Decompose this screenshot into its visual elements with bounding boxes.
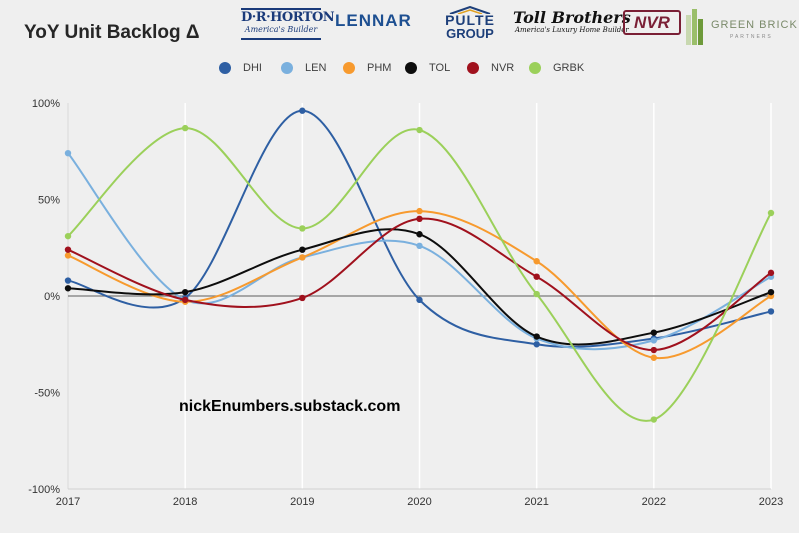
- data-point-grbk-2017: [64, 232, 72, 240]
- legend-label-tol: TOL: [429, 62, 451, 74]
- pulte-roof-icon: [449, 6, 491, 14]
- x-tick-label-2021: 2021: [524, 496, 548, 508]
- data-point-grbk-2019: [299, 225, 306, 232]
- lennar-logo: LENNAR: [335, 11, 412, 30]
- legend-item-phm: PHM: [343, 62, 391, 74]
- pulte-logo-line1: PULTE: [445, 12, 495, 28]
- legend-label-phm: PHM: [367, 62, 392, 74]
- x-tick-label-2023: 2023: [759, 496, 783, 508]
- chart-series: [64, 107, 775, 423]
- data-point-dhi-2017: [64, 277, 72, 284]
- x-tick-label-2019: 2019: [290, 496, 314, 508]
- data-point-tol-2019: [299, 246, 306, 253]
- data-point-tol-2018: [181, 288, 189, 296]
- data-point-phm-2019: [299, 254, 306, 261]
- drhorton-logo: D·R·HORTON America's Builder: [241, 8, 335, 40]
- data-point-len-2020: [416, 242, 423, 250]
- legend-item-nvr: NVR: [467, 62, 514, 74]
- series-tol: [64, 228, 775, 346]
- legend-label-grbk: GRBK: [553, 62, 585, 74]
- data-point-grbk-2020: [416, 126, 423, 134]
- data-point-len-2022: [650, 337, 658, 344]
- data-point-phm-2021: [533, 258, 540, 265]
- data-point-nvr-2022: [650, 346, 658, 354]
- data-point-dhi-2019: [299, 107, 306, 114]
- green-brick-logo-subtext: PARTNERS: [730, 34, 773, 40]
- legend-label-nvr: NVR: [491, 62, 515, 74]
- data-point-tol-2022: [650, 329, 658, 336]
- data-point-phm-2017: [64, 252, 72, 259]
- x-tick-label-2022: 2022: [642, 496, 666, 508]
- data-point-tol-2023: [767, 288, 775, 296]
- chart-axis-labels: 100% 50% 0% -50% -100%2017 2018 2019 2020 2021 20…: [28, 98, 783, 508]
- toll-logo-text: Toll Brothers: [513, 8, 631, 27]
- data-point-phm-2020: [416, 207, 423, 215]
- data-point-grbk-2021: [533, 290, 540, 298]
- green-brick-logo-text: GREEN BRICK: [711, 19, 798, 31]
- chart-legend: DHI LEN PHM TOL NVR GRBK: [0, 62, 799, 82]
- drhorton-logo-text: D·R·HORTON: [241, 10, 335, 25]
- data-point-len-2017: [64, 149, 72, 157]
- legend-marker-len: [281, 62, 293, 74]
- y-tick-label-1: 50%: [38, 195, 60, 207]
- data-point-nvr-2021: [533, 273, 540, 280]
- series-grbk: [64, 124, 775, 423]
- legend-item-dhi: DHI: [219, 62, 262, 74]
- data-point-dhi-2020: [416, 296, 423, 304]
- data-point-dhi-2023: [767, 308, 775, 315]
- series-nvr: [64, 215, 775, 354]
- data-point-grbk-2022: [650, 416, 658, 423]
- y-tick-label-0: 100%: [32, 98, 60, 110]
- data-point-nvr-2019: [299, 294, 306, 302]
- data-point-dhi-2021: [533, 341, 540, 348]
- legend-marker-nvr: [467, 62, 479, 74]
- nvr-logo: NVR: [623, 10, 681, 35]
- y-tick-label-4: -100%: [28, 484, 60, 496]
- legend-item-len: LEN: [281, 62, 326, 74]
- pulte-logo-line2: GROUP: [446, 26, 494, 41]
- legend-marker-tol: [405, 62, 417, 74]
- data-point-grbk-2018: [181, 124, 189, 132]
- data-point-nvr-2023: [767, 269, 775, 277]
- data-point-grbk-2023: [767, 209, 775, 217]
- legend-label-dhi: DHI: [243, 62, 262, 74]
- green-brick-bars-icon: [686, 9, 704, 45]
- legend-marker-phm: [343, 62, 355, 74]
- builder-logos: D·R·HORTON America's Builder LENNAR PULT…: [0, 0, 799, 50]
- legend-item-tol: TOL: [405, 62, 450, 74]
- watermark-text: nickEnumbers.substack.com: [179, 398, 401, 415]
- legend-label-len: LEN: [305, 62, 327, 74]
- pulte-logo: PULTE GROUP: [444, 6, 496, 40]
- legend-item-grbk: GRBK: [529, 62, 584, 74]
- drhorton-logo-tagline: America's Builder: [244, 25, 318, 34]
- data-point-phm-2022: [650, 354, 658, 361]
- x-tick-label-2017: 2017: [56, 496, 80, 508]
- y-tick-label-3: -50%: [34, 388, 60, 400]
- x-tick-label-2018: 2018: [173, 496, 197, 508]
- data-point-tol-2020: [416, 231, 423, 238]
- data-point-tol-2021: [533, 333, 540, 340]
- data-point-nvr-2020: [416, 215, 423, 222]
- legend-marker-dhi: [219, 62, 231, 74]
- toll-logo-tagline: America's Luxury Home Builder: [514, 26, 629, 34]
- data-point-nvr-2018: [181, 296, 189, 304]
- legend-marker-grbk: [529, 62, 541, 74]
- chart-title: YoY Unit Backlog Δ: [24, 22, 200, 43]
- toll-brothers-logo: Toll Brothers America's Luxury Home Buil…: [513, 9, 631, 35]
- x-tick-label-2020: 2020: [407, 496, 431, 508]
- y-tick-label-2: 0%: [44, 291, 60, 303]
- data-point-tol-2017: [64, 285, 72, 292]
- data-point-nvr-2017: [64, 246, 72, 253]
